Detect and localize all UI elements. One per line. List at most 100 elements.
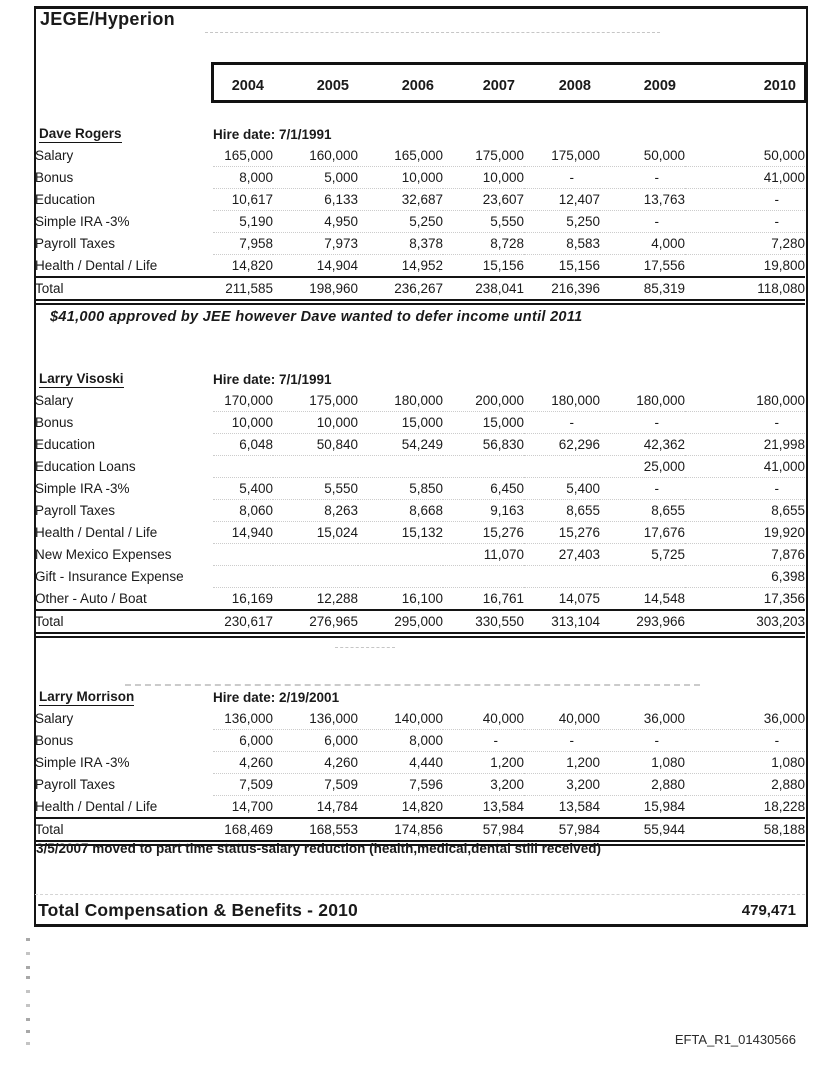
scan-artifact [26,1004,30,1007]
table-row: Payroll Taxes 8,060 8,263 8,668 9,163 8,655 8,… [35,499,806,522]
cell-value: 10,617 [213,188,273,211]
cell-value: 12,288 [273,587,358,611]
row-label: Larry Visoski [35,369,213,390]
cell-value: 14,075 [524,587,600,611]
cell-value: 6,048 [213,433,273,456]
cell-value: 15,000 [358,411,443,434]
table-row: Larry Visoski Hire date: 7/1/1991 [35,369,805,390]
scan-artifact [125,684,700,686]
cell-value: 180,000 [600,390,685,412]
table-row: New Mexico Expenses 11,070 27,403 5,725 7,87… [35,543,806,566]
scan-artifact [26,1030,30,1033]
row-label: Larry Morrison [35,687,213,708]
cell-value: 1,080 [685,751,806,774]
cell-value: 313,104 [524,609,600,638]
hire-date: Hire date: 7/1/1991 [213,127,332,142]
document-border-box [34,6,808,927]
cell-value: 14,904 [273,254,358,278]
cell-value: 13,584 [443,795,524,819]
cell-value: 5,550 [443,210,524,233]
cell-value: - [524,729,600,752]
cell-value: 50,000 [685,145,806,167]
cell-value: 8,728 [443,232,524,255]
cell-value: 293,966 [600,609,685,638]
row-label: Bonus [35,415,74,430]
cell-value: - [685,729,806,752]
row-label: Simple IRA -3% [35,214,130,229]
cell-value: 140,000 [358,708,443,730]
bates-number: EFTA_R1_01430566 [674,1032,796,1047]
cell-value: 32,687 [358,188,443,211]
cell-value: 7,596 [358,773,443,796]
cell-value: 21,998 [685,433,806,456]
hire-date: Hire date: 7/1/1991 [213,372,332,387]
cell-value: 4,950 [273,210,358,233]
grand-total-label: Total Compensation & Benefits - 2010 [38,899,358,920]
row-label: Other - Auto / Boat [35,590,147,606]
cell-value: - [524,166,600,189]
cell-value: 165,000 [358,145,443,167]
cell-value: - [600,166,685,189]
cell-value: 16,761 [443,587,524,611]
cell-value: 8,655 [600,499,685,522]
table-row: Other - Auto / Boat 16,169 12,288 16,100 16,… [35,587,806,611]
compensation-table: Dave Rogers Hire date: 7/1/1991 Salary 165,… [35,124,806,305]
row-label: Salary [35,393,74,409]
cell-value: - [685,210,806,233]
table-row: Gift - Insurance Expense 6,398 [35,565,806,588]
cell-value: 36,000 [685,708,806,730]
scan-artifact [26,952,30,955]
cell-value: 50,840 [273,433,358,456]
cell-value: 136,000 [273,708,358,730]
cell-value: 211,585 [213,276,273,305]
cell-value: 180,000 [685,390,806,412]
person-name: Larry Visoski [39,371,124,388]
cell-value: 58,188 [685,817,806,846]
scan-artifact [26,976,30,979]
table-row: Health / Dental / Life 14,940 15,024 15,132… [35,521,806,544]
cell-value: 14,820 [213,254,273,278]
cell-value [273,455,358,478]
year-column-header: 2008 [558,78,591,94]
cell-value: 8,000 [358,729,443,752]
row-label: Bonus [35,733,74,748]
cell-value: 19,920 [685,521,806,544]
table-row: Simple IRA -3% 4,260 4,260 4,440 1,200 1,200 1… [35,751,806,774]
cell-value: 17,556 [600,254,685,278]
cell-value: 6,133 [273,188,358,211]
compensation-table: Larry Visoski Hire date: 7/1/1991 Salary 17… [35,369,806,638]
cell-value [213,543,273,566]
cell-value: 13,584 [524,795,600,819]
cell-value: 10,000 [273,411,358,434]
cell-value [524,565,600,588]
cell-value: 4,260 [213,751,273,774]
cell-value: 62,296 [524,433,600,456]
row-label: Payroll Taxes [35,503,116,518]
note-text: $41,000 approved by JEE however Dave wan… [50,309,583,325]
cell-value: 165,000 [213,145,273,167]
year-column-header: 2004 [231,78,264,94]
cell-value: 6,450 [443,477,524,500]
cell-value: 238,041 [443,276,524,305]
row-label: Simple IRA -3% [35,481,130,496]
cell-value [443,565,524,588]
cell-value: 7,280 [685,232,806,255]
cell-value [600,565,685,588]
total-row: Total 230,617 276,965 295,000 330,550 313,104… [35,609,806,638]
table-row: Payroll Taxes 7,958 7,973 8,378 8,728 8,583 4,… [35,232,806,255]
cell-value: 170,000 [213,390,273,412]
cell-value: 5,190 [213,210,273,233]
total-row: Total 168,469 168,553 174,856 57,984 57,984 55… [35,817,806,846]
row-label: Health / Dental / Life [35,525,158,540]
cell-value: 12,407 [524,188,600,211]
cell-value: 57,984 [524,817,600,846]
cell-value: - [685,188,806,211]
row-label: Education Loans [35,459,136,474]
cell-value: 2,880 [685,773,806,796]
cell-value: 5,400 [524,477,600,500]
cell-value: 4,440 [358,751,443,774]
document-title: JEGE/Hyperion [40,9,175,29]
table-row: Larry Morrison Hire date: 2/19/2001 [35,687,805,708]
cell-value: 10,000 [443,166,524,189]
